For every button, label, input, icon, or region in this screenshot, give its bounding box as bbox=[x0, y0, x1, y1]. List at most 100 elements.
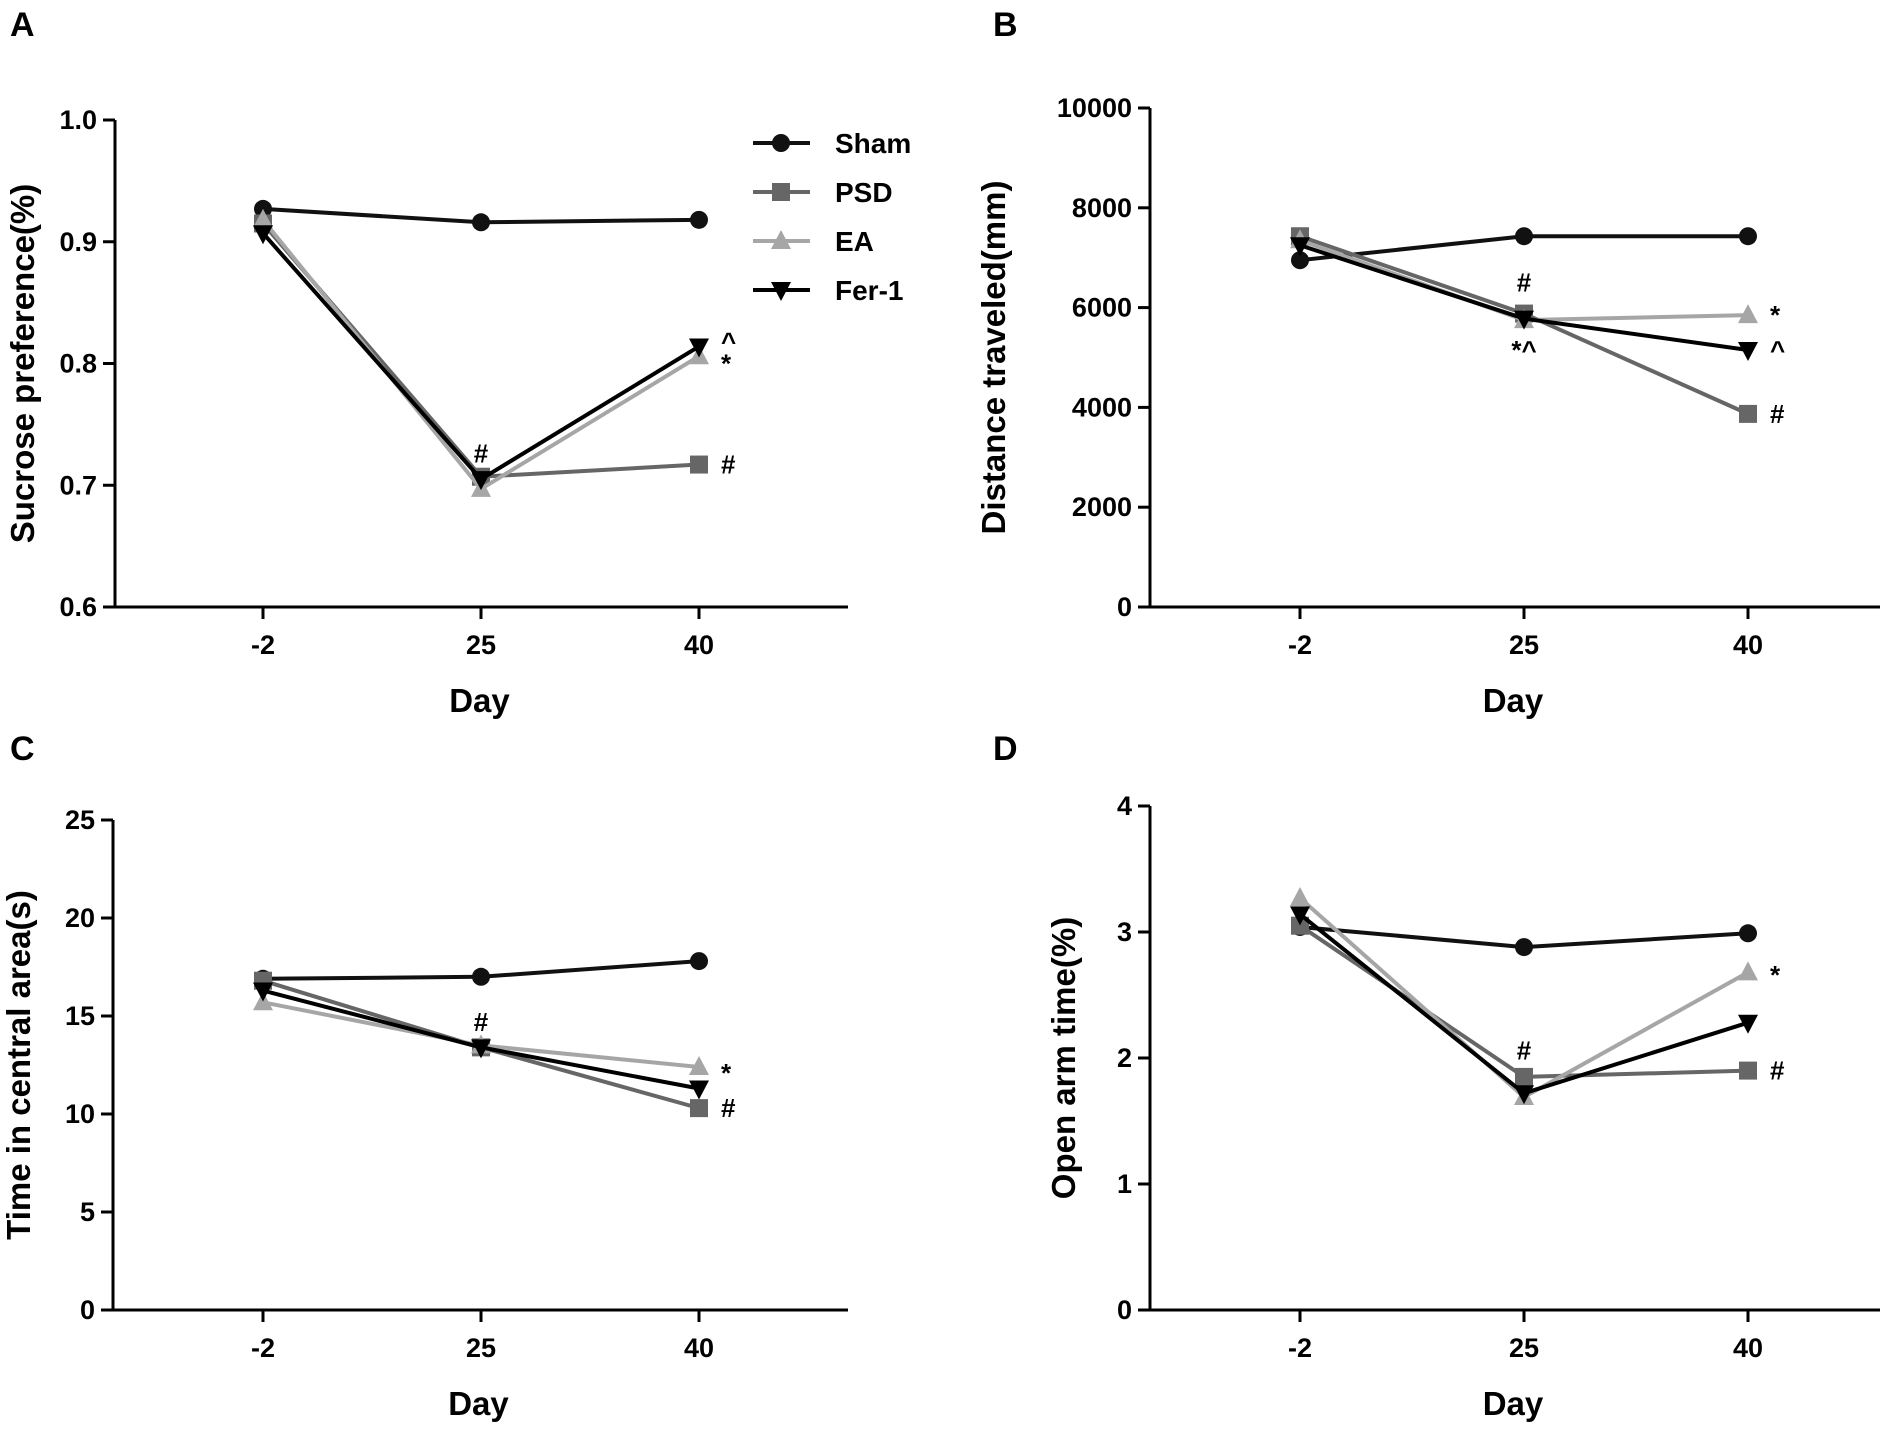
significance-marker: * bbox=[1770, 300, 1781, 330]
y-tick-label: 1 bbox=[1117, 1169, 1132, 1199]
series-fer-1 bbox=[1290, 237, 1758, 362]
significance-marker: ^ bbox=[1770, 335, 1785, 365]
panel-letter: D bbox=[993, 730, 1018, 768]
significance-marker: # bbox=[721, 450, 736, 480]
data-point bbox=[1738, 961, 1758, 981]
data-point bbox=[253, 225, 273, 245]
x-axis-label: Day bbox=[449, 682, 510, 719]
legend-item-psd: PSD bbox=[753, 177, 893, 208]
data-point bbox=[1515, 1067, 1533, 1086]
series-fer-1 bbox=[253, 982, 709, 1100]
y-tick-label: 1.0 bbox=[59, 105, 97, 135]
data-point bbox=[253, 208, 273, 228]
significance-marker: # bbox=[1770, 399, 1785, 429]
x-tick-label: 40 bbox=[684, 1333, 714, 1363]
data-point bbox=[690, 455, 708, 474]
y-tick-label: 5 bbox=[80, 1197, 95, 1227]
y-tick-label: 4000 bbox=[1072, 392, 1132, 422]
significance-marker: ^ bbox=[721, 327, 736, 357]
x-tick-label: 25 bbox=[466, 1333, 496, 1363]
y-tick-label: 0.9 bbox=[59, 227, 97, 257]
x-tick-label: -2 bbox=[1288, 1333, 1312, 1363]
series-sham bbox=[254, 952, 708, 988]
panel-letter: A bbox=[10, 6, 35, 44]
series-fer-1 bbox=[253, 225, 709, 491]
significance-marker: # bbox=[721, 1093, 736, 1123]
legend-item-fer-1: Fer-1 bbox=[753, 275, 903, 306]
data-point bbox=[1739, 924, 1757, 943]
data-point bbox=[690, 210, 708, 229]
y-tick-label: 0 bbox=[80, 1295, 95, 1325]
data-point bbox=[1515, 938, 1533, 957]
y-tick-label: 6000 bbox=[1072, 293, 1132, 323]
data-point bbox=[1290, 237, 1310, 257]
panel-a: A 0.6 0.7 0.8 0.9 1.0 -2 25 40 Day Sucrose prefere… bbox=[4, 6, 848, 719]
legend-item-ea: EA bbox=[753, 226, 874, 257]
panel-letter: C bbox=[10, 730, 35, 768]
x-tick-label: 40 bbox=[1733, 1333, 1763, 1363]
data-point bbox=[471, 471, 491, 491]
legend-label: Fer-1 bbox=[835, 275, 903, 306]
data-point bbox=[253, 982, 273, 1002]
data-point bbox=[472, 967, 490, 986]
data-point bbox=[1738, 304, 1758, 324]
y-tick-label: 0.8 bbox=[59, 349, 97, 379]
y-tick-label: 20 bbox=[65, 903, 95, 933]
data-point bbox=[689, 338, 709, 358]
data-point bbox=[471, 1039, 491, 1059]
x-tick-label: -2 bbox=[1288, 630, 1312, 660]
data-point bbox=[689, 1055, 709, 1075]
y-tick-label: 0.7 bbox=[59, 470, 97, 500]
panel-d: D 0 1 2 3 4 -2 25 40 Day Open arm time(%) # * # bbox=[993, 730, 1880, 1422]
x-tick-label: 25 bbox=[1509, 1333, 1539, 1363]
legend: Sham PSD EA Fer-1 bbox=[753, 128, 911, 306]
significance-marker: * bbox=[721, 349, 732, 379]
legend-marker bbox=[771, 282, 791, 301]
data-point bbox=[1738, 1014, 1758, 1034]
x-tick-label: -2 bbox=[251, 630, 275, 660]
significance-marker: * bbox=[1770, 960, 1781, 990]
y-tick-label: 0.6 bbox=[59, 592, 97, 622]
significance-marker: # bbox=[474, 439, 489, 469]
data-point bbox=[1515, 227, 1533, 246]
y-tick-label: 3 bbox=[1117, 917, 1132, 947]
legend-label: PSD bbox=[835, 177, 893, 208]
y-tick-label: 15 bbox=[65, 1001, 95, 1031]
x-tick-label: -2 bbox=[251, 1333, 275, 1363]
data-point bbox=[1514, 310, 1534, 330]
panel-letter: B bbox=[993, 6, 1018, 44]
y-axis-label: Sucrose preference(%) bbox=[4, 184, 41, 543]
legend-label: Sham bbox=[835, 128, 911, 159]
y-tick-label: 4 bbox=[1117, 791, 1132, 821]
panel-b: B 0 2000 4000 6000 8000 10000 -2 25 40 Day Distance… bbox=[975, 6, 1880, 719]
x-tick-label: 25 bbox=[466, 630, 496, 660]
significance-marker: # bbox=[1517, 268, 1532, 298]
significance-marker: *^ bbox=[1511, 335, 1536, 365]
data-point bbox=[1291, 251, 1309, 270]
y-tick-label: 10 bbox=[65, 1099, 95, 1129]
legend-marker bbox=[771, 230, 791, 249]
data-point bbox=[1739, 404, 1757, 423]
significance-marker: # bbox=[1517, 1035, 1532, 1065]
y-tick-label: 0 bbox=[1117, 592, 1132, 622]
data-point bbox=[1738, 342, 1758, 362]
y-tick-label: 8000 bbox=[1072, 193, 1132, 223]
x-tick-label: 40 bbox=[684, 630, 714, 660]
significance-marker: * bbox=[721, 1058, 732, 1088]
legend-label: EA bbox=[835, 226, 874, 257]
y-tick-label: 10000 bbox=[1057, 93, 1132, 123]
x-axis-label: Day bbox=[1483, 1385, 1544, 1422]
data-point bbox=[1290, 906, 1310, 926]
x-axis-label: Day bbox=[1483, 682, 1544, 719]
significance-marker: # bbox=[1770, 1056, 1785, 1086]
y-tick-label: 25 bbox=[65, 805, 95, 835]
x-tick-label: 40 bbox=[1733, 630, 1763, 660]
data-point bbox=[1739, 227, 1757, 246]
y-tick-label: 2000 bbox=[1072, 492, 1132, 522]
y-tick-label: 2 bbox=[1117, 1043, 1132, 1073]
data-point bbox=[472, 213, 490, 232]
legend-marker bbox=[772, 134, 790, 152]
series-sham bbox=[1291, 227, 1757, 270]
data-point bbox=[1739, 1061, 1757, 1080]
